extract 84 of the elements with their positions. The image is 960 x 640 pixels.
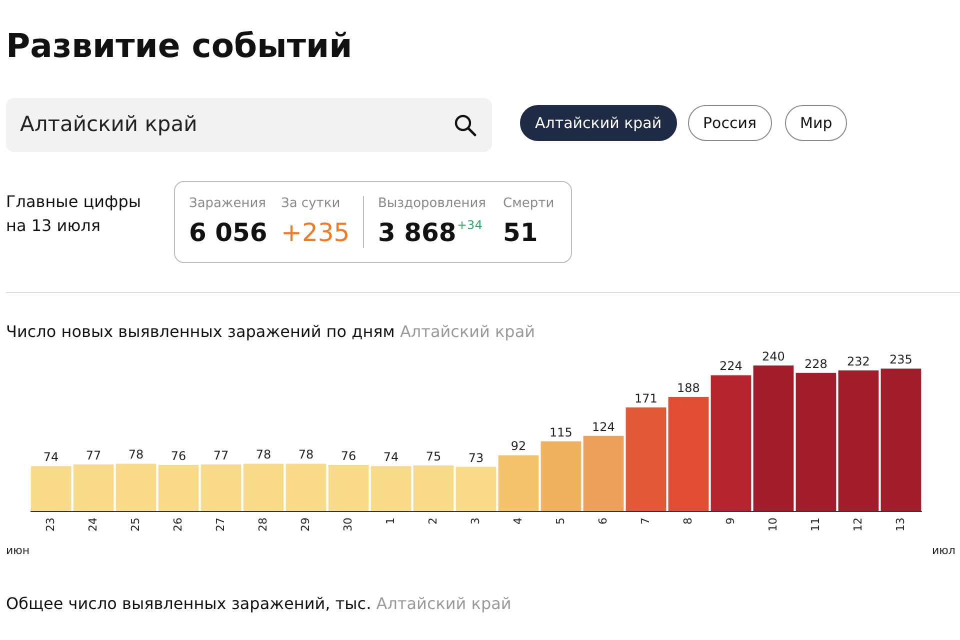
x-tick-label: 10 [766, 518, 780, 532]
data-label: 224 [720, 359, 742, 374]
data-label: 74 [43, 450, 59, 464]
data-label: 171 [634, 391, 658, 406]
x-tick-label: 1 [384, 518, 398, 524]
x-tick-label: 12 [851, 518, 864, 532]
data-label: 240 [762, 350, 785, 364]
text: июл [932, 544, 956, 557]
data-label: 74 [383, 450, 399, 464]
data-label: 75 [426, 450, 442, 464]
bar [413, 466, 454, 511]
bar [583, 436, 624, 511]
text: Смерти [503, 196, 554, 211]
chart-title: Число новых выявленных заражений по дням [6, 322, 395, 341]
bar [796, 372, 836, 511]
text: 6 056 [189, 218, 268, 247]
bar [328, 464, 369, 511]
text: Алтайский край [20, 112, 198, 136]
bar [73, 464, 114, 511]
bar [668, 397, 709, 511]
data-label: 76 [170, 448, 186, 463]
bar [710, 375, 752, 511]
data-label: 77 [213, 448, 229, 462]
x-tick-label: 28 [256, 518, 270, 532]
x-tick-label: 4 [511, 518, 524, 524]
x-tick-label: 3 [469, 518, 482, 524]
text: Мир [785, 105, 848, 141]
bar [753, 366, 794, 511]
x-tick-label: 6 [596, 518, 610, 524]
x-tick-label: 25 [129, 518, 142, 532]
text: Главные цифры на 13 июля [6, 191, 142, 237]
data-label: 78 [298, 448, 314, 462]
x-tick-label: 24 [86, 518, 100, 532]
bar [30, 466, 72, 511]
bar [838, 370, 879, 511]
data-label: 76 [340, 448, 356, 463]
data-label: 78 [128, 448, 144, 462]
x-tick-label: 30 [342, 518, 355, 532]
x-tick-label: 27 [214, 518, 228, 532]
text: 51 [503, 218, 538, 247]
text: +235 [281, 218, 350, 247]
bar [498, 455, 539, 511]
data-label: 78 [256, 448, 272, 462]
text: Выздоровления [378, 196, 486, 211]
data-label: 92 [510, 439, 526, 454]
bar [243, 464, 284, 511]
bar [540, 441, 582, 511]
text: 3 868 [378, 218, 456, 247]
bar [286, 464, 326, 511]
bar [200, 464, 242, 511]
x-tick-label: 29 [299, 518, 312, 532]
x-tick-label: 7 [638, 518, 652, 524]
data-label: 77 [86, 448, 102, 462]
bar [158, 464, 199, 511]
bar [370, 466, 412, 511]
data-label: 115 [550, 425, 572, 440]
text: Развитие событий [6, 26, 352, 65]
text: июн [6, 544, 30, 557]
x-tick-label: 23 [44, 518, 58, 532]
data-label: 235 [890, 352, 912, 367]
bar [626, 407, 666, 511]
bar [116, 464, 156, 511]
data-label: 124 [592, 420, 615, 434]
bar [880, 368, 922, 511]
x-tick-label: 26 [172, 518, 185, 532]
text: Алтайский край [520, 105, 677, 141]
data-label: 228 [804, 356, 828, 371]
x-tick-label: 13 [894, 518, 907, 532]
data-label: 188 [677, 381, 700, 396]
x-tick-label: 2 [426, 518, 440, 524]
text: +34 [457, 218, 482, 232]
x-tick-label: 5 [554, 518, 567, 524]
text: За сутки [281, 196, 340, 211]
text: Заражения [189, 196, 266, 211]
bar [456, 466, 496, 511]
x-tick-label: 9 [724, 518, 737, 524]
chart-subtitle: Алтайский край [400, 322, 536, 341]
data-label: 73 [468, 450, 484, 465]
data-label: 232 [847, 354, 870, 368]
text: Россия [688, 105, 772, 141]
text: Общее число выявленных заражений, тыс. [6, 594, 372, 613]
x-tick-label: 8 [681, 518, 694, 524]
x-tick-label: 11 [808, 518, 822, 532]
text: Алтайский край [376, 594, 512, 613]
